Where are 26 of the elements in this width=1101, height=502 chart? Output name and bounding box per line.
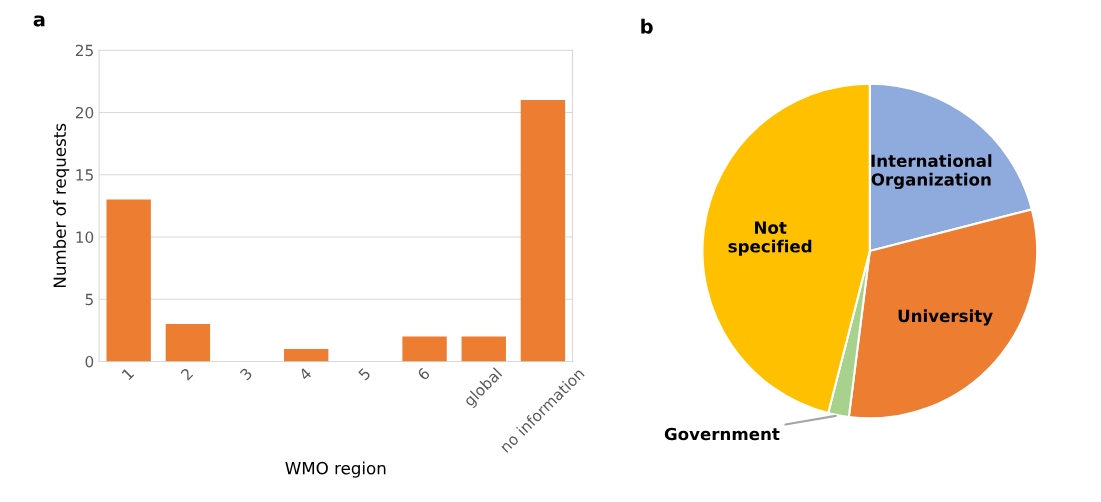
slice-label: International Organization xyxy=(871,154,992,190)
bar xyxy=(520,100,566,362)
bar xyxy=(165,324,211,362)
bar xyxy=(284,348,329,362)
x-tick-label: 5 xyxy=(357,367,372,381)
slice-label: Not specified xyxy=(728,221,812,256)
slice-label: Government xyxy=(664,427,780,441)
x-tick-label: 3 xyxy=(239,367,253,381)
chart-title: b xyxy=(641,18,653,34)
y-tick-label: 5 xyxy=(85,293,93,306)
x-tick-label: 4 xyxy=(298,367,313,381)
y-tick-label: 10 xyxy=(76,231,94,243)
slice-label: University xyxy=(898,309,993,326)
bar xyxy=(461,336,506,362)
y-tick-label: 15 xyxy=(76,169,93,181)
x-axis-title: WMO region xyxy=(285,461,386,478)
x-tick-label: 1 xyxy=(121,367,135,381)
chart-title: a xyxy=(33,15,45,27)
y-tick-label: 0 xyxy=(85,355,94,368)
bar xyxy=(106,199,151,362)
y-tick-label: 25 xyxy=(75,44,93,57)
y-tick-label: 20 xyxy=(75,106,94,119)
bar xyxy=(402,336,447,362)
y-axis-title: Number of requests xyxy=(53,123,70,287)
x-tick-label: 2 xyxy=(180,367,194,381)
x-tick-label: 6 xyxy=(416,367,431,381)
